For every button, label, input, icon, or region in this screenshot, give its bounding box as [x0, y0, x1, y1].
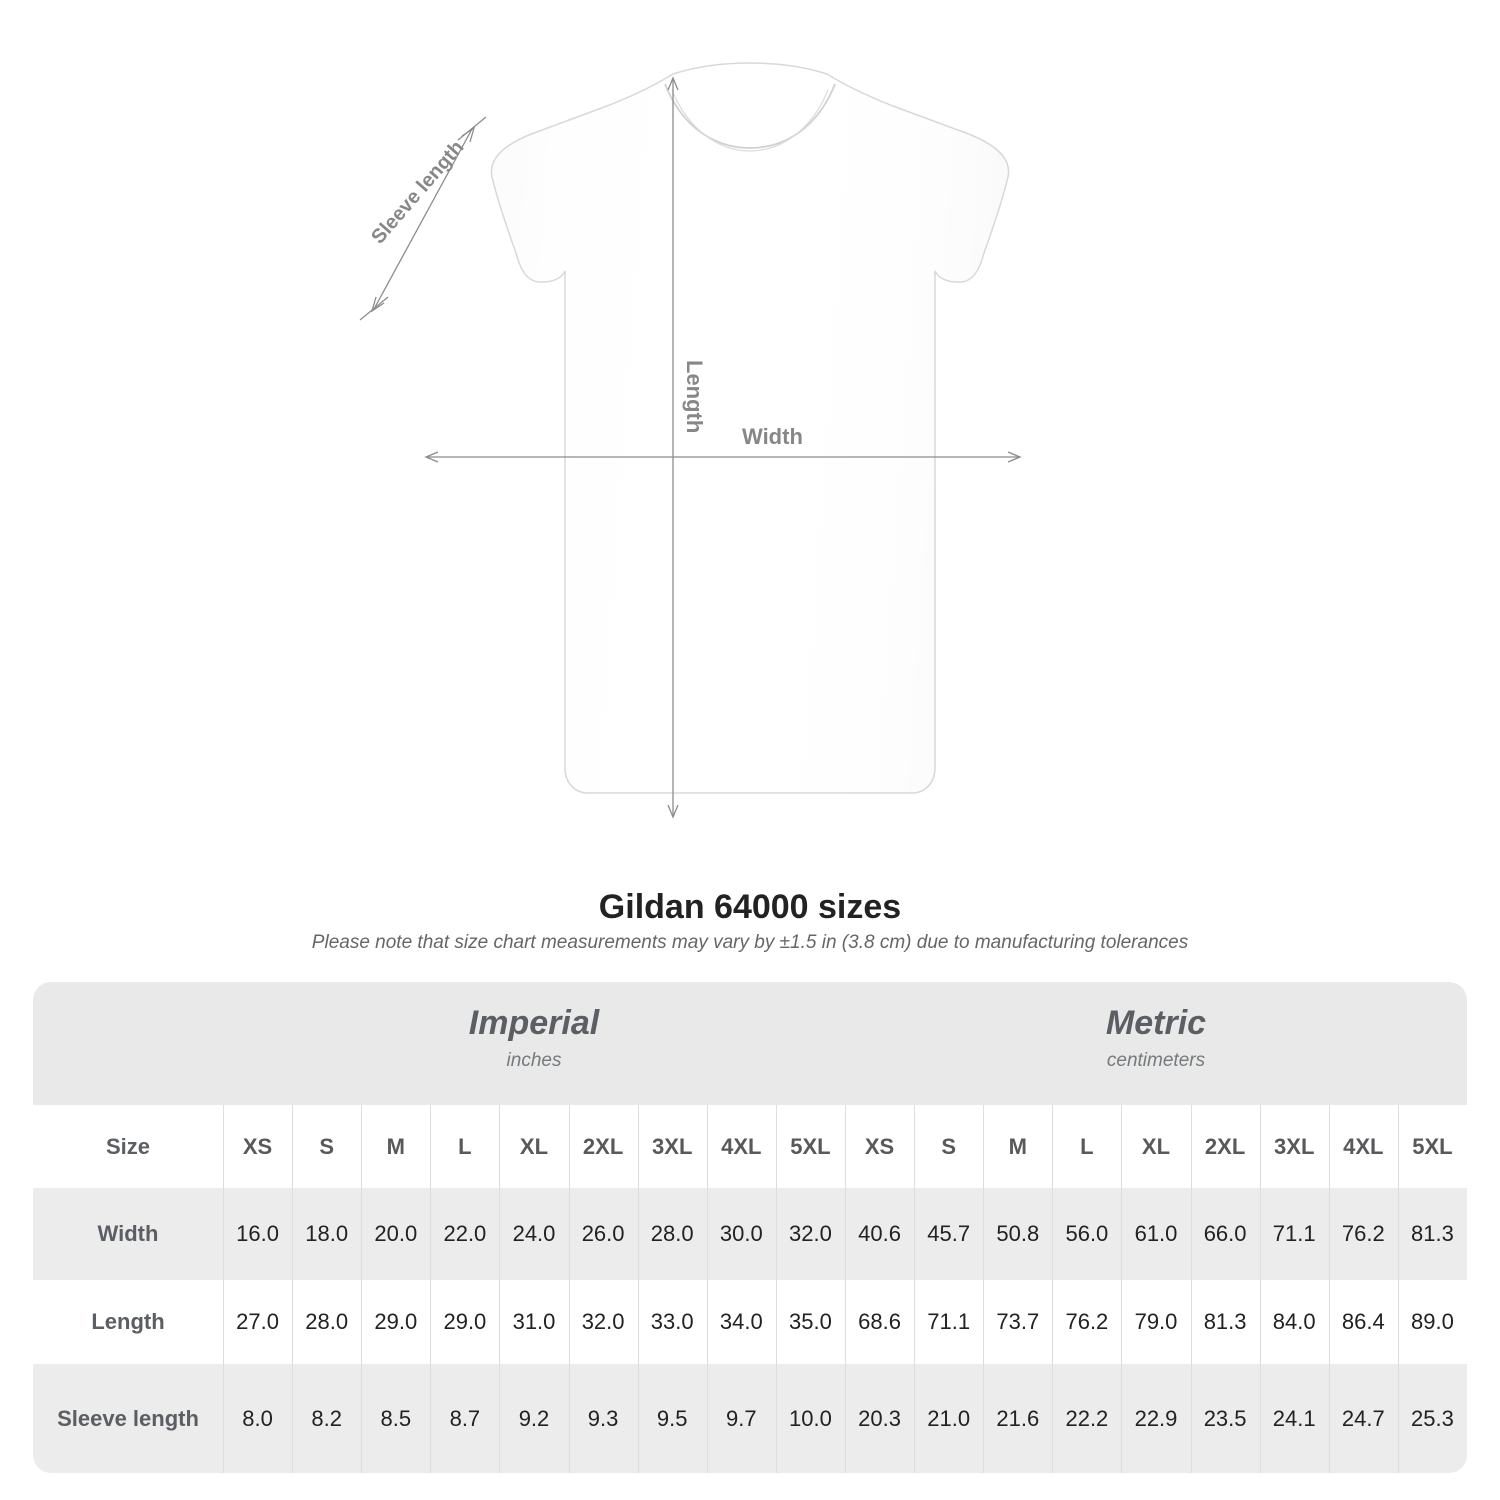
- svg-text:Width: Width: [742, 424, 803, 449]
- svg-text:Length: Length: [682, 360, 707, 433]
- svg-text:Sleeve length: Sleeve length: [367, 137, 468, 249]
